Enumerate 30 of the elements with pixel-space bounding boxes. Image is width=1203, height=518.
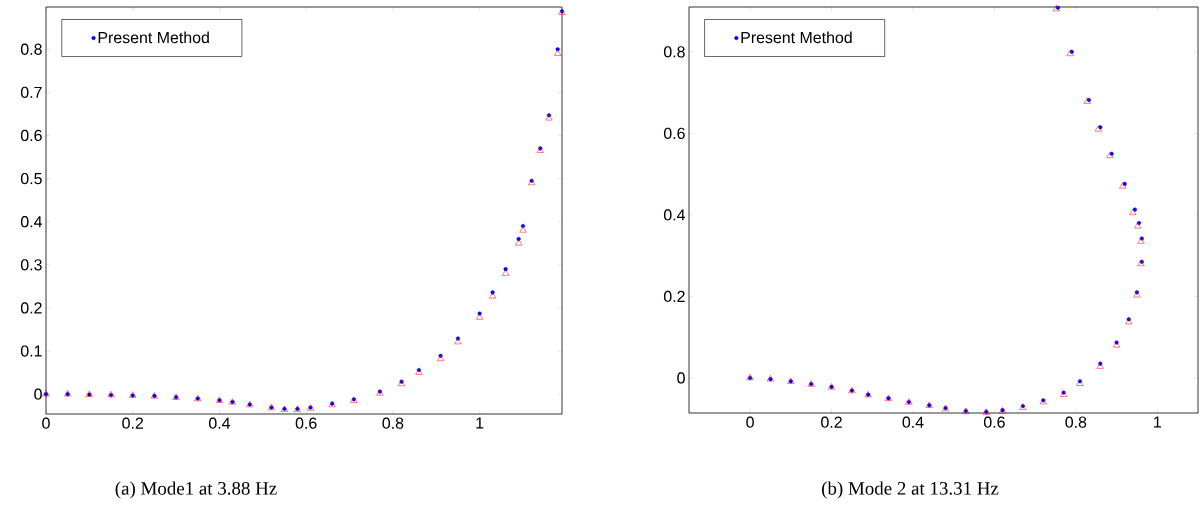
x-tick-label: 0: [42, 417, 50, 429]
x-tick-label: 0.2: [821, 416, 842, 428]
y-tick-label: 0.8: [663, 46, 685, 58]
y-tick-label: 0.6: [663, 127, 685, 139]
x-tick-label: 0: [746, 416, 754, 428]
y-tick-label: 0: [677, 372, 685, 384]
legend-label: Present Method: [98, 31, 209, 44]
y-tick-label: 0: [34, 388, 42, 400]
text: (b) Mode 2 at 13.31 Hz: [822, 481, 999, 499]
x-tick-label: 1: [476, 417, 484, 429]
x-tick-label: 0.8: [382, 417, 404, 429]
text: (a) Mode1 at 3.88 Hz: [115, 481, 277, 499]
y-tick-label: 0.5: [20, 172, 42, 185]
legend-label: Present Method: [741, 31, 852, 44]
x-tick-label: 0.2: [122, 417, 143, 429]
y-tick-label: 0.2: [663, 290, 685, 303]
x-tick-label: 0.6: [983, 416, 1005, 428]
y-tick-label: 0.8: [20, 43, 42, 55]
x-tick-label: 0.8: [1065, 416, 1087, 428]
y-tick-label: 0.7: [20, 86, 42, 99]
x-tick-label: 0.4: [902, 416, 924, 428]
y-tick-label: 0.6: [20, 129, 42, 142]
x-tick-label: 1: [1154, 416, 1161, 428]
y-tick-label: 0.3: [20, 259, 42, 271]
x-tick-label: 0.6: [295, 417, 317, 429]
y-tick-label: 0.4: [20, 216, 43, 228]
y-tick-label: 0.1: [20, 345, 42, 357]
x-tick-label: 0.4: [208, 417, 231, 429]
y-tick-label: 0.2: [20, 302, 42, 314]
y-tick-label: 0.4: [663, 209, 686, 221]
